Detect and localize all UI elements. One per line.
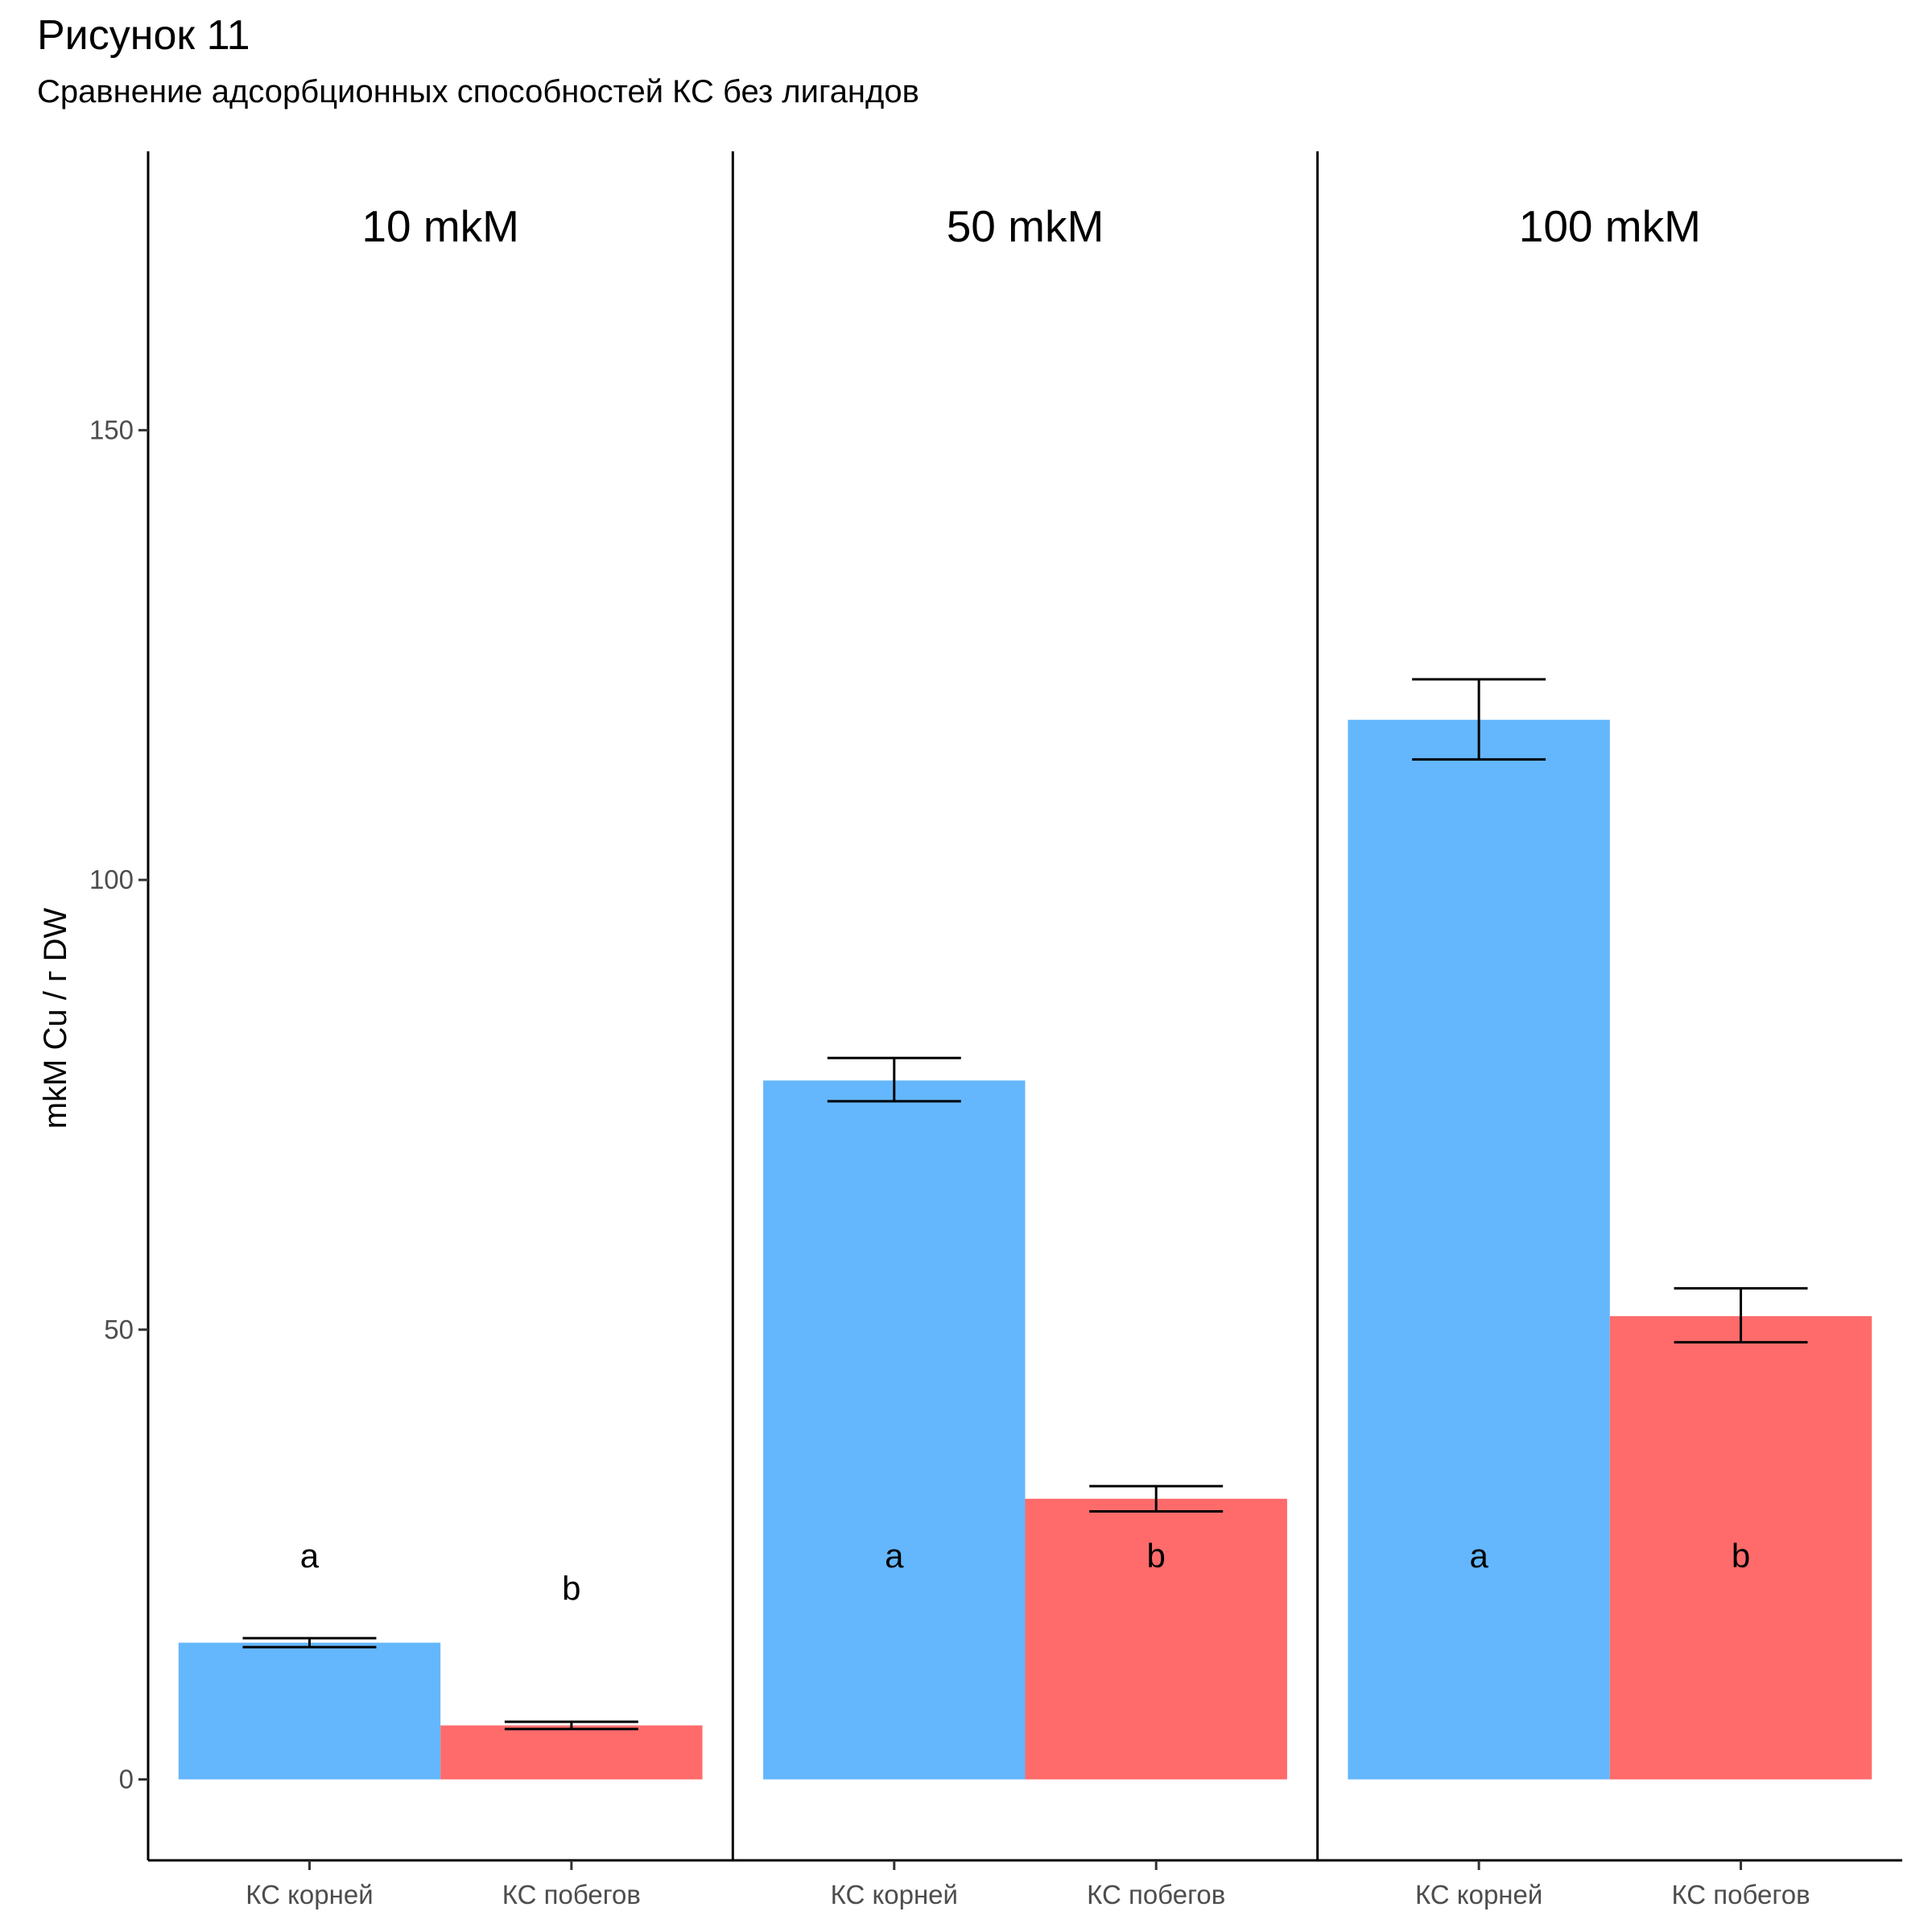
x-tick-label: КС побегов xyxy=(1087,1880,1225,1909)
x-tick-label: КС побегов xyxy=(1671,1880,1810,1909)
bar xyxy=(440,1725,703,1780)
axes-layer xyxy=(138,151,1902,1870)
bar xyxy=(1025,1498,1287,1780)
x-tick-label: КС побегов xyxy=(502,1880,641,1909)
y-tick-label: 0 xyxy=(119,1764,134,1794)
bar xyxy=(763,1080,1026,1780)
labels-layer: 0 50 100 150 10 mkM a КС корней b КС побегов 50 m… xyxy=(89,201,1810,1909)
significance-letter: a xyxy=(300,1537,320,1575)
y-tick-label: 50 xyxy=(104,1315,134,1344)
y-axis-title: mkM Cu / г DW xyxy=(38,907,73,1129)
bar xyxy=(1348,720,1610,1780)
significance-letter: b xyxy=(1732,1537,1750,1575)
significance-letter: b xyxy=(562,1569,580,1607)
y-tick-label: 150 xyxy=(89,415,134,444)
figure-subtitle: Сравнение адсорбционных способностей КС … xyxy=(37,74,919,109)
bar xyxy=(178,1642,441,1780)
bar xyxy=(1609,1315,1872,1780)
significance-letter: b xyxy=(1147,1537,1166,1575)
significance-letter: a xyxy=(885,1537,904,1575)
x-tick-label: КС корней xyxy=(246,1880,373,1909)
x-tick-label: КС корней xyxy=(1415,1880,1542,1909)
panel-label: 100 mkM xyxy=(1519,201,1701,251)
panel-label: 10 mkM xyxy=(361,201,519,251)
figure-title: Рисунок 11 xyxy=(37,12,250,59)
bars-layer xyxy=(178,720,1872,1780)
y-tick-label: 100 xyxy=(89,865,134,894)
x-tick-label: КС корней xyxy=(831,1880,958,1909)
error-bars-layer xyxy=(242,678,1808,1731)
panel-label: 50 mkM xyxy=(947,201,1104,251)
significance-letter: a xyxy=(1469,1537,1488,1575)
